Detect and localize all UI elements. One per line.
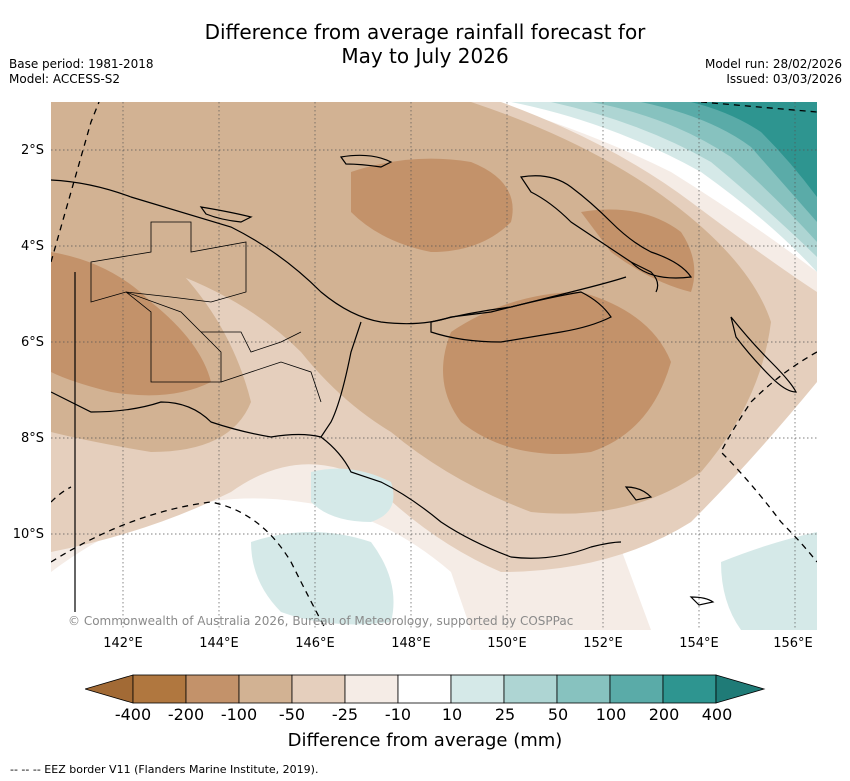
colorbar-title: Difference from average (mm) xyxy=(287,730,563,751)
colorbar-cell xyxy=(609,674,664,704)
colorbar-tick: 25 xyxy=(494,705,516,724)
lon-label-144e: 144°E xyxy=(199,636,239,651)
graticule xyxy=(51,102,817,630)
meta-left: Base period: 1981-2018 Model: ACCESS-S2 xyxy=(9,57,154,87)
colorbar-cell xyxy=(185,674,240,704)
colorbar-cell xyxy=(556,674,611,704)
colorbar-cell xyxy=(291,674,346,704)
model-name: Model: ACCESS-S2 xyxy=(9,72,121,86)
map-title-line2: May to July 2026 xyxy=(341,44,509,68)
lat-label-8s: 8°S xyxy=(20,431,44,446)
provincial-borders xyxy=(90,221,322,403)
fill-patch-plus10-southeast xyxy=(721,532,817,630)
fill-patch-minus100-northeast xyxy=(581,209,695,292)
colorbar-cell xyxy=(450,674,505,704)
colorbar-tick: 10 xyxy=(441,705,463,724)
lat-label-4s: 4°S xyxy=(20,239,44,254)
colorbar-tick: 100 xyxy=(595,705,627,724)
base-period: Base period: 1981-2018 xyxy=(9,57,154,71)
fill-patch-minus100-north xyxy=(351,158,513,252)
lon-label-142e: 142°E xyxy=(103,636,143,651)
lon-label-154e: 154°E xyxy=(679,636,719,651)
colorbar xyxy=(85,674,766,704)
colorbar-tick: -100 xyxy=(220,705,258,724)
colorbar-cell xyxy=(503,674,558,704)
lon-label-156e: 156°E xyxy=(773,636,813,651)
copyright-text: © Commonwealth of Australia 2026, Bureau… xyxy=(68,614,574,628)
fill-band-plus200 xyxy=(691,102,817,197)
meta-right: Model run: 28/02/2026 Issued: 03/03/2026 xyxy=(705,57,842,87)
fill-patch-plus10-south xyxy=(311,468,394,522)
rainfall-map: © Commonwealth of Australia 2026, Bureau… xyxy=(51,102,817,630)
colorbar-tick: -400 xyxy=(114,705,152,724)
lon-label-146e: 146°E xyxy=(295,636,335,651)
lat-label-2s: 2°S xyxy=(20,143,44,158)
colorbar-tick: -50 xyxy=(278,705,306,724)
colorbar-cell xyxy=(132,674,187,704)
coastlines xyxy=(51,154,797,612)
eez-legend-note: -- -- -- EEZ border V11 (Flanders Marine… xyxy=(10,763,319,776)
issued-date: Issued: 03/03/2026 xyxy=(726,72,842,86)
lon-label-150e: 150°E xyxy=(487,636,527,651)
map-title-line1: Difference from average rainfall forecas… xyxy=(204,20,646,44)
colorbar-arrow-high xyxy=(715,674,766,704)
colorbar-arrow-low xyxy=(85,674,134,704)
colorbar-tick: 50 xyxy=(547,705,569,724)
lat-label-10s: 10°S xyxy=(12,527,44,542)
colorbar-cell xyxy=(662,674,717,704)
lat-label-6s: 6°S xyxy=(20,335,44,350)
colorbar-tick: -10 xyxy=(384,705,412,724)
colorbar-cell xyxy=(344,674,399,704)
lon-label-148e: 148°E xyxy=(391,636,431,651)
fill-patch-minus100-central xyxy=(443,292,671,454)
model-run: Model run: 28/02/2026 xyxy=(704,57,842,71)
colorbar-tick: 200 xyxy=(648,705,680,724)
colorbar-tick: -200 xyxy=(167,705,205,724)
colorbar-cell xyxy=(397,674,452,704)
colorbar-tick: -25 xyxy=(331,705,359,724)
lon-label-152e: 152°E xyxy=(583,636,623,651)
colorbar-tick: 400 xyxy=(701,705,733,724)
colorbar-cell xyxy=(238,674,293,704)
eez-borders xyxy=(51,102,817,630)
map-canvas xyxy=(51,102,817,630)
map-title: Difference from average rainfall forecas… xyxy=(0,20,850,68)
